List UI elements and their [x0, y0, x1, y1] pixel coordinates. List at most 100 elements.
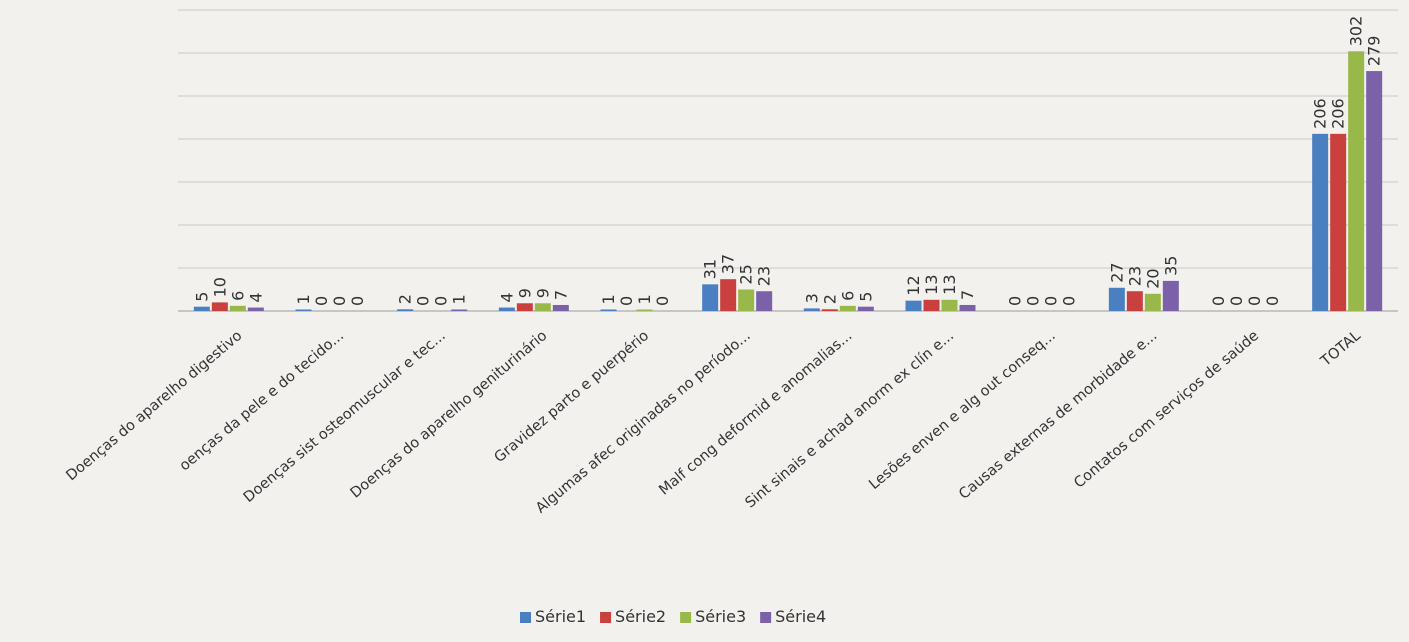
data-label: 1: [599, 294, 618, 304]
bars: [193, 51, 1383, 311]
bar-srie4-11: [1366, 71, 1383, 311]
bar-srie3-7: [941, 299, 958, 311]
bar-srie2-7: [923, 299, 940, 311]
data-label: 0: [1060, 296, 1079, 306]
gridlines: [178, 9, 1398, 312]
data-label: 0: [330, 296, 349, 306]
legend-label: Série2: [615, 607, 666, 626]
bar-srie1-1: [295, 309, 312, 311]
category-label: Doenças sist osteomuscular e tec...: [241, 328, 449, 506]
category-label: Doenças do aparelho digestivo: [63, 328, 245, 484]
data-label: 5: [856, 292, 875, 302]
category-label: Malf cong deformid e anomalias...: [656, 328, 855, 499]
data-label: 9: [533, 288, 552, 298]
data-label: 9: [515, 288, 534, 298]
data-label: 4: [497, 292, 516, 302]
data-label: 0: [348, 296, 367, 306]
category-label: Contatos com serviços de saúde: [1071, 328, 1262, 492]
legend-label: Série3: [695, 607, 746, 626]
legend: Série1 Série2 Série3 Série4: [520, 607, 826, 626]
bar-srie3-11: [1348, 51, 1365, 311]
bar-srie1-11: [1312, 133, 1329, 311]
data-label: 206: [1329, 98, 1348, 129]
data-label: 0: [617, 296, 636, 306]
bar-srie1-9: [1108, 287, 1125, 311]
category-label: TOTAL: [1317, 328, 1363, 370]
data-label: 1: [635, 294, 654, 304]
data-label: 5: [192, 292, 211, 302]
data-label: 2: [396, 294, 415, 304]
data-label: 1: [294, 294, 313, 304]
data-label: 302: [1347, 16, 1366, 47]
legend-swatch: [600, 612, 612, 623]
bar-srie4-3: [552, 304, 569, 311]
bar-srie1-3: [498, 307, 515, 311]
bar-srie4-7: [959, 304, 976, 311]
data-label: 23: [755, 266, 774, 286]
data-label: 13: [940, 274, 959, 294]
category-label: Causas externas de morbidade e...: [956, 328, 1160, 503]
bar-srie2-0: [211, 302, 228, 311]
data-label: 23: [1125, 266, 1144, 286]
category-label: Lesões enven e alg out conseq...: [866, 328, 1058, 493]
bar-srie2-3: [516, 303, 533, 311]
data-label: 6: [228, 291, 247, 301]
legend-label: Série4: [775, 607, 826, 626]
bar-srie3-4: [636, 309, 653, 311]
data-label: 3: [802, 293, 821, 303]
data-label: 25: [737, 264, 756, 284]
legend-swatch: [520, 612, 531, 623]
bar-srie1-6: [803, 308, 820, 311]
bar-srie3-3: [534, 303, 551, 311]
bar-srie2-5: [720, 279, 737, 311]
bar-srie3-6: [839, 305, 856, 311]
data-label: 0: [1006, 296, 1025, 306]
bar-srie2-11: [1330, 133, 1347, 311]
bar-srie3-9: [1144, 293, 1161, 311]
bar-srie1-4: [600, 309, 617, 311]
data-label: 206: [1311, 98, 1330, 129]
data-label: 0: [1042, 296, 1061, 306]
data-label: 10: [210, 277, 229, 297]
data-label: 0: [1024, 296, 1043, 306]
bar-srie1-2: [397, 309, 414, 311]
category-label: Algumas afec originadas no período...: [533, 328, 754, 517]
bar-srie2-6: [821, 309, 838, 311]
bar-srie4-0: [247, 307, 264, 311]
data-label: 27: [1107, 262, 1126, 282]
data-label: 0: [1227, 296, 1246, 306]
data-label: 0: [1209, 296, 1228, 306]
data-label: 0: [432, 296, 451, 306]
bar-srie4-5: [756, 291, 773, 311]
data-label: 35: [1161, 256, 1180, 276]
bar-srie1-0: [193, 306, 210, 311]
category-label: Doenças do aparelho geniturinário: [348, 328, 551, 502]
data-label: 4: [246, 292, 265, 302]
data-label: 1: [450, 294, 469, 304]
data-label: 2: [820, 294, 839, 304]
data-label: 0: [1263, 296, 1282, 306]
category-label: Sint sinais e achad anorm ex clín e...: [743, 328, 958, 512]
bar-srie4-9: [1162, 280, 1179, 311]
data-label: 12: [904, 275, 923, 295]
bar-srie4-2: [451, 309, 468, 311]
bar-srie3-5: [738, 289, 755, 311]
data-label: 20: [1143, 268, 1162, 288]
data-label: 13: [922, 274, 941, 294]
data-label: 0: [312, 296, 331, 306]
bar-srie1-5: [702, 284, 719, 311]
bar-srie3-0: [229, 305, 246, 311]
category-label: oenças da pele e do tecido...: [177, 328, 347, 475]
data-label: 279: [1365, 36, 1384, 67]
legend-label: Série1: [535, 607, 586, 626]
data-label: 0: [653, 296, 672, 306]
data-label: 31: [701, 259, 720, 279]
data-label: 37: [719, 254, 738, 274]
data-label: 0: [1245, 296, 1264, 306]
bar-srie4-6: [857, 306, 874, 311]
data-label: 6: [838, 291, 857, 301]
bar-srie2-9: [1126, 291, 1143, 311]
